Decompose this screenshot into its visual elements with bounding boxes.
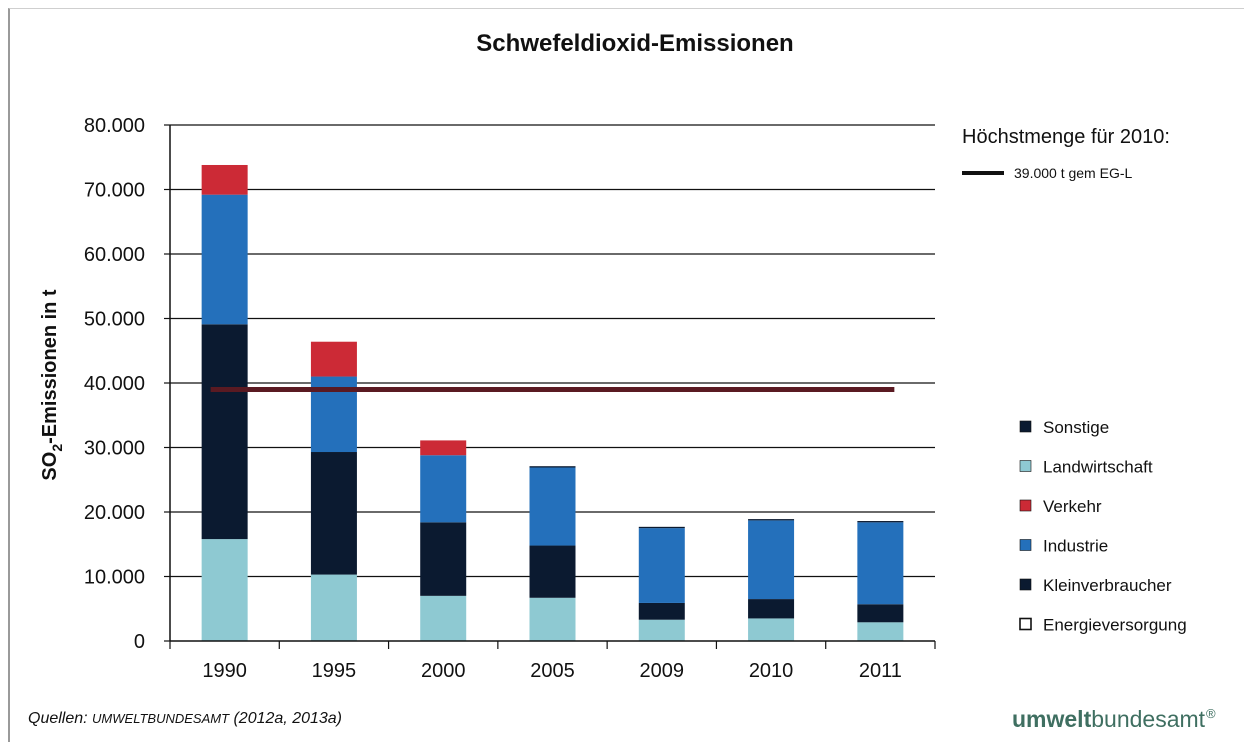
bar-stacks [201, 164, 904, 641]
bar-segment-kleinverbraucher [201, 324, 248, 540]
y-tick-label: 10.000 [84, 567, 145, 589]
bar-segment-kleinverbraucher [529, 545, 576, 598]
bar-segment-sonstige [638, 526, 685, 529]
x-tick-label: 2005 [530, 660, 575, 682]
x-tick-label: 2011 [859, 660, 902, 682]
x-tick-labels: 1990 1995 2000 2005 2009 2010 2011 [202, 660, 901, 682]
y-axis-label: SO2-Emissionen in t [39, 289, 65, 481]
umweltbundesamt-logo: umweltbundesamt® [1012, 706, 1216, 732]
legend-label: Energieversorgung [1043, 616, 1187, 635]
x-tick-label: 2010 [749, 660, 794, 682]
legend-label: Industrie [1043, 537, 1108, 556]
legend-marker [1019, 578, 1032, 591]
bar-segment-sonstige [529, 466, 576, 468]
x-tick-label: 2000 [421, 660, 466, 682]
bar-segment-energieversorgung [748, 618, 795, 641]
bar-segment-sonstige [857, 521, 904, 523]
bar-segment-energieversorgung [420, 595, 467, 641]
bar-segment-energieversorgung [857, 622, 904, 641]
bar-segment-kleinverbraucher [638, 602, 685, 620]
bar-segment-verkehr [201, 164, 248, 195]
bar-segment-sonstige [748, 519, 795, 521]
legend-marker [1019, 460, 1032, 472]
bar-segment-industrie [638, 528, 685, 603]
y-tick-label: 50.000 [84, 309, 145, 331]
bar-segment-kleinverbraucher [310, 452, 357, 575]
legend-label: Kleinverbraucher [1043, 576, 1172, 595]
legend: Sonstige Landwirtschaft Verkehr Industrie Kl… [1019, 418, 1187, 635]
y-tick-label: 70.000 [84, 180, 145, 202]
legend-marker [1019, 420, 1032, 433]
legend-label: Verkehr [1043, 497, 1102, 516]
bar-segment-kleinverbraucher [748, 599, 795, 619]
y-tick-labels: 0 10.000 20.000 30.000 40.000 50.000 60.000 70.… [84, 115, 170, 653]
reference-legend-label: 39.000 t gem EG-L [1014, 165, 1133, 181]
bar-segment-energieversorgung [201, 539, 248, 641]
bar-segment-industrie [748, 520, 795, 600]
bar-segment-energieversorgung [529, 597, 576, 641]
y-tick-label: 80.000 [84, 115, 145, 137]
legend-marker [1019, 617, 1032, 631]
reference-legend-title: Höchstmenge für 2010: [962, 126, 1170, 148]
chart-frame [8, 8, 1244, 742]
x-tick-label: 1990 [202, 660, 247, 682]
y-tick-label: 40.000 [84, 373, 145, 395]
legend-label: Sonstige [1043, 418, 1109, 437]
x-tick-label: 2009 [640, 660, 685, 682]
bar-segment-industrie [857, 522, 904, 605]
source-note: Quellen: UMWELTBUNDESAMT (2012a, 2013a) [28, 710, 343, 727]
y-tick-label: 30.000 [84, 438, 145, 460]
bar-segment-industrie [201, 194, 248, 325]
x-tick-label: 1995 [312, 660, 357, 682]
bar-segment-kleinverbraucher [420, 522, 467, 596]
y-tick-label: 0 [134, 631, 145, 653]
bar-segment-verkehr [310, 341, 357, 377]
legend-marker [1019, 499, 1032, 512]
legend-label: Landwirtschaft [1043, 458, 1153, 477]
bar-segment-energieversorgung [638, 619, 685, 641]
y-tick-label: 20.000 [84, 502, 145, 524]
legend-marker [1019, 539, 1032, 551]
bar-segment-kleinverbraucher [857, 604, 904, 623]
chart-title: Schwefeldioxid-Emissionen [476, 30, 794, 57]
bar-segment-energieversorgung [310, 574, 357, 641]
bar-segment-industrie [529, 467, 576, 546]
bar-segment-industrie [420, 455, 467, 523]
y-tick-label: 60.000 [84, 244, 145, 266]
bar-segment-verkehr [420, 440, 467, 456]
